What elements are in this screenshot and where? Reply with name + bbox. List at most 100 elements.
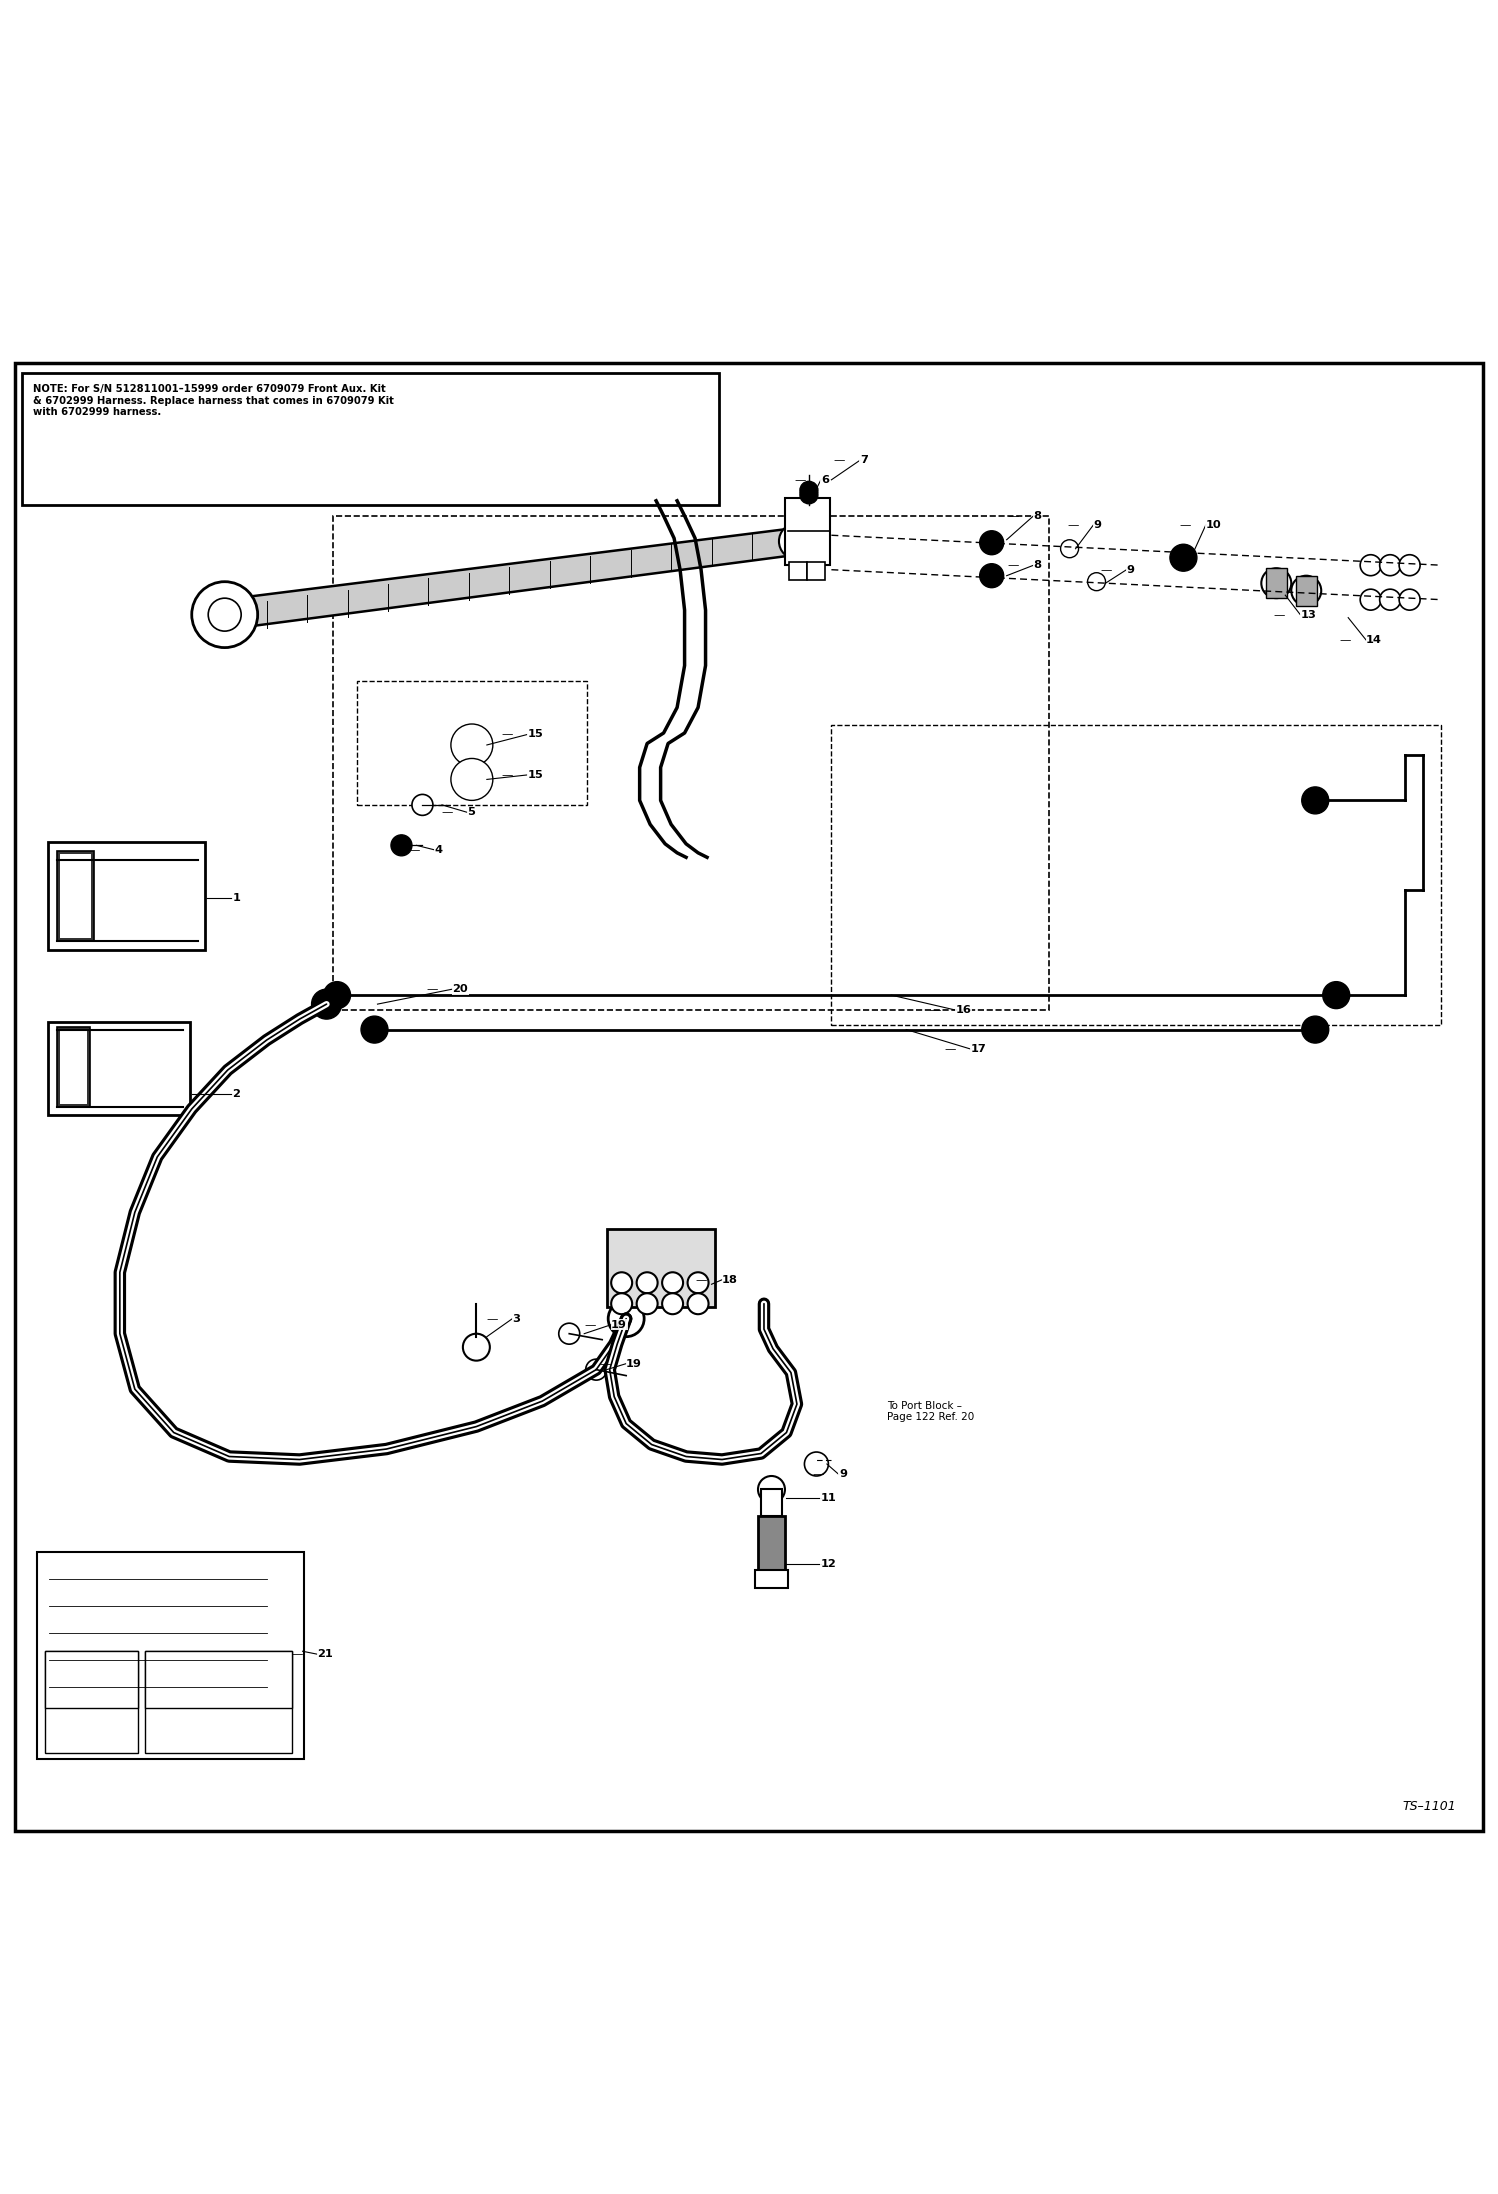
Circle shape — [637, 1292, 658, 1314]
Text: 15: 15 — [527, 770, 544, 779]
Text: —: — — [812, 1470, 824, 1479]
Circle shape — [361, 1016, 388, 1042]
Text: 4: 4 — [434, 845, 442, 856]
Circle shape — [192, 581, 258, 647]
Text: —: — — [1067, 520, 1079, 529]
Text: 20: 20 — [452, 985, 469, 994]
Text: —: — — [794, 1494, 806, 1503]
Text: 9: 9 — [1126, 564, 1134, 575]
Circle shape — [1170, 544, 1197, 570]
Text: —: — — [425, 985, 437, 994]
Circle shape — [1360, 555, 1381, 575]
Text: 10: 10 — [1206, 520, 1222, 529]
Text: —: — — [794, 474, 806, 485]
Text: 1: 1 — [232, 893, 240, 902]
Circle shape — [662, 1273, 683, 1292]
Text: —: — — [584, 1321, 596, 1330]
Circle shape — [779, 522, 815, 559]
Bar — [758, 1516, 785, 1573]
Circle shape — [611, 1273, 632, 1292]
Circle shape — [1399, 590, 1420, 610]
Text: TS–1101: TS–1101 — [1402, 1799, 1456, 1812]
Bar — [45, 1652, 138, 1709]
Circle shape — [1088, 573, 1106, 590]
Circle shape — [312, 989, 342, 1018]
Circle shape — [458, 731, 485, 759]
Text: 21: 21 — [318, 1650, 334, 1659]
Text: —: — — [440, 807, 452, 818]
Circle shape — [451, 759, 493, 801]
Bar — [22, 373, 719, 505]
Text: —: — — [1100, 564, 1112, 575]
Text: 9: 9 — [1094, 520, 1101, 529]
Bar — [755, 1571, 788, 1588]
Bar — [785, 498, 830, 566]
Circle shape — [1380, 590, 1401, 610]
Circle shape — [1061, 540, 1079, 557]
Circle shape — [324, 981, 351, 1009]
Circle shape — [800, 480, 818, 500]
Text: NOTE: For S/N 512811001–15999 order 6709079 Front Aux. Kit
& 6702999 Harness. Re: NOTE: For S/N 512811001–15999 order 6709… — [33, 384, 394, 417]
Text: 7: 7 — [860, 456, 867, 465]
Text: 15: 15 — [527, 728, 544, 739]
Text: —: — — [485, 1314, 497, 1323]
Text: 2: 2 — [232, 1088, 240, 1099]
Circle shape — [980, 531, 1004, 555]
Text: —: — — [794, 1560, 806, 1569]
Text: —: — — [500, 728, 512, 739]
Bar — [57, 1027, 90, 1108]
Circle shape — [1380, 555, 1401, 575]
Circle shape — [1399, 555, 1420, 575]
Circle shape — [608, 1301, 644, 1336]
Text: —: — — [1179, 520, 1191, 529]
Text: To Port Block –
Page 122 Ref. 20: To Port Block – Page 122 Ref. 20 — [887, 1400, 974, 1422]
Text: 19: 19 — [611, 1321, 628, 1330]
Circle shape — [800, 485, 818, 505]
Bar — [807, 562, 825, 579]
Text: 11: 11 — [821, 1494, 837, 1503]
Text: 3: 3 — [512, 1314, 520, 1323]
Circle shape — [391, 836, 412, 856]
Text: —: — — [1007, 559, 1019, 570]
Polygon shape — [207, 529, 797, 630]
Bar — [145, 1652, 292, 1709]
Bar — [57, 851, 94, 941]
Bar — [48, 1022, 190, 1115]
Circle shape — [637, 1273, 658, 1292]
Bar — [1296, 575, 1317, 606]
Circle shape — [1360, 590, 1381, 610]
Bar — [48, 842, 205, 950]
Circle shape — [1291, 575, 1321, 606]
Text: —: — — [1339, 634, 1351, 645]
Text: 5: 5 — [467, 807, 475, 818]
Text: —: — — [407, 845, 419, 856]
Text: 17: 17 — [971, 1044, 987, 1053]
Circle shape — [980, 564, 1004, 588]
Circle shape — [1302, 1016, 1329, 1042]
Circle shape — [758, 1477, 785, 1503]
Text: —: — — [944, 1044, 956, 1053]
Text: —: — — [833, 456, 845, 465]
Text: 8: 8 — [1034, 559, 1041, 570]
Bar — [789, 562, 807, 579]
Text: —: — — [599, 1358, 611, 1369]
Text: 13: 13 — [1300, 610, 1317, 619]
Circle shape — [688, 1273, 709, 1292]
Circle shape — [1261, 568, 1291, 599]
Text: 8: 8 — [1034, 511, 1041, 520]
Bar — [45, 1652, 138, 1753]
Text: 6: 6 — [821, 474, 828, 485]
Circle shape — [586, 1358, 607, 1380]
Circle shape — [208, 599, 241, 632]
Text: 12: 12 — [821, 1560, 837, 1569]
Circle shape — [1302, 788, 1329, 814]
Bar — [145, 1652, 292, 1753]
Circle shape — [1323, 981, 1350, 1009]
Circle shape — [412, 794, 433, 816]
Bar — [1266, 568, 1287, 599]
Text: 19: 19 — [626, 1358, 643, 1369]
Text: —: — — [1273, 610, 1285, 619]
Text: —: — — [1007, 511, 1019, 520]
Bar — [60, 1029, 87, 1104]
Circle shape — [611, 1292, 632, 1314]
